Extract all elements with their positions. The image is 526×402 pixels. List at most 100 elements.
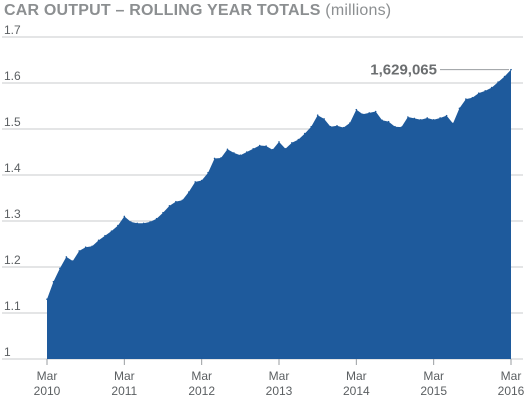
y-tick-label: 1.1 [4,299,21,313]
data-point [104,234,106,237]
data-point [187,191,190,193]
x-tick-month: Mar [191,369,212,383]
data-point [123,215,126,218]
data-point [97,239,100,242]
data-point [91,245,93,248]
data-point [84,246,87,249]
y-tick-label: 1.5 [4,115,21,129]
data-point [207,171,209,174]
data-point [181,199,184,202]
data-point [117,224,119,227]
data-point [381,119,383,122]
annotation-label: 1,629,065 [370,62,437,79]
data-point [284,147,287,150]
data-point [110,230,113,232]
data-point [361,113,364,116]
data-point [71,260,74,262]
data-point [349,122,351,124]
x-axis-ticks: Mar2010Mar2011Mar2012Mar2013Mar2014Mar20… [34,359,525,398]
data-point [465,98,467,100]
data-point [220,157,222,159]
data-point [484,90,487,92]
x-tick-month: Mar [423,369,444,383]
data-point [368,112,371,114]
data-point [400,126,403,128]
data-point [452,122,454,125]
x-tick-year: 2015 [420,384,447,398]
y-tick-label: 1.2 [4,253,21,267]
data-point [65,256,68,258]
y-tick-label: 1.7 [4,23,21,37]
data-point [316,114,319,116]
data-point [245,151,248,153]
data-point [355,108,358,111]
data-point [445,114,448,117]
data-point [323,118,325,120]
x-tick-year: 2011 [111,384,137,398]
data-point [336,124,338,127]
data-point [213,157,216,160]
data-point [278,141,280,143]
data-point [258,144,261,147]
data-point [387,120,390,123]
data-point [233,152,235,154]
data-point [265,145,267,147]
data-point [59,267,61,270]
data-point [426,117,429,119]
data-point [394,125,396,128]
data-point [168,205,171,207]
x-tick-month: Mar [269,369,290,383]
annotation: 1,629,065 [370,62,509,79]
data-point [477,92,480,94]
data-point [407,116,409,118]
data-point [162,211,164,214]
data-point [226,148,229,151]
data-point [175,200,177,203]
data-point [291,142,293,144]
data-point [471,96,474,99]
data-point [129,221,132,223]
data-point [194,181,197,183]
y-tick-label: 1.4 [4,161,21,175]
x-tick-month: Mar [346,369,367,383]
x-tick-year: 2010 [34,384,61,398]
data-point [374,110,377,113]
data-point [271,148,274,151]
y-tick-label: 1.3 [4,207,21,221]
x-tick-year: 2013 [266,384,293,398]
chart-title: CAR OUTPUT – ROLLING YEAR TOTALS (millio… [4,2,391,20]
x-tick-month: Mar [114,369,135,383]
data-point [490,86,493,89]
data-point [510,68,512,71]
data-point [458,107,461,110]
x-tick-year: 2012 [188,384,215,398]
data-point [149,221,151,223]
x-tick-month: Mar [37,369,58,383]
data-point [419,119,422,121]
x-tick-year: 2014 [343,384,370,398]
data-point [78,250,81,252]
data-point [310,125,313,128]
data-point [252,147,255,150]
data-point [297,138,300,141]
y-tick-label: 1 [4,345,11,359]
data-point [303,132,306,135]
data-point [136,222,139,225]
data-point [413,117,416,120]
data-point [155,217,158,220]
data-point [329,125,332,128]
data-point [432,119,435,121]
data-point [142,222,145,225]
data-point [200,179,203,182]
data-point [46,298,48,301]
x-tick-year: 2016 [498,384,525,398]
data-point [503,75,506,78]
y-axis-ticks: 1 1.1 1.2 1.3 1.4 1.5 1.6 1.7 [4,23,21,359]
area-series [46,68,512,359]
chart-title-main: CAR OUTPUT – ROLLING YEAR TOTALS [4,2,321,19]
data-point [342,126,345,129]
data-point [439,117,441,119]
y-tick-label: 1.6 [4,69,21,83]
area-fill [47,69,511,359]
